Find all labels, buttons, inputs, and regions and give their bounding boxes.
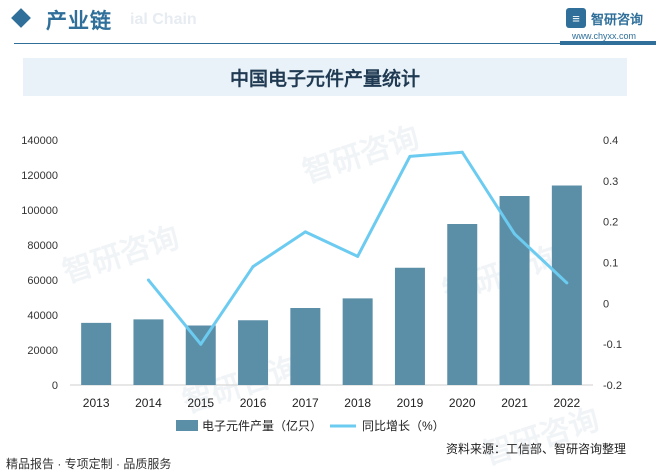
- bar: [342, 298, 373, 385]
- y-right-tick-label: 0.4: [603, 135, 618, 147]
- y-right-tick-label: -0.2: [603, 380, 622, 392]
- x-tick-label: 2020: [449, 396, 476, 410]
- y-left-tick-label: 60000: [27, 275, 58, 287]
- growth-rate-point: [356, 254, 360, 258]
- bar: [133, 319, 164, 385]
- bar: [185, 325, 216, 385]
- y-right-tick-label: 0.3: [603, 176, 618, 188]
- x-tick-label: 2013: [83, 396, 110, 410]
- bar: [238, 320, 269, 385]
- brand-logo: ≡ 智研咨询: [566, 8, 643, 28]
- y-left-tick-label: 140000: [21, 135, 58, 147]
- section-title: 产业链: [46, 10, 112, 33]
- source-note: 资料来源：工信部、智研咨询整理: [446, 442, 627, 456]
- growth-rate-point: [460, 150, 464, 154]
- x-tick-label: 2016: [240, 396, 267, 410]
- y-left-tick-label: 80000: [27, 240, 58, 252]
- growth-rate-point: [408, 154, 412, 158]
- logo-name: 智研咨询: [591, 11, 644, 27]
- y-right-tick-label: 0.2: [603, 217, 618, 229]
- bar: [551, 185, 582, 385]
- header-divider: [14, 43, 648, 44]
- x-tick-label: 2018: [344, 396, 371, 410]
- x-tick-label: 2022: [553, 396, 580, 410]
- growth-rate-point: [199, 342, 203, 346]
- bar: [499, 196, 530, 385]
- y-right-tick-label: 0: [603, 298, 609, 310]
- bar: [447, 224, 478, 385]
- growth-rate-point: [303, 230, 307, 234]
- legend-bar-swatch: [176, 420, 198, 431]
- footer-bar: 精品报告 · 专项定制 · 品质服务: [0, 452, 656, 474]
- y-left-tick-label: 100000: [21, 205, 58, 217]
- header-watermark: ial Chain: [130, 11, 197, 28]
- growth-rate-point: [146, 278, 150, 282]
- bar: [81, 322, 112, 385]
- x-tick-label: 2015: [187, 396, 214, 410]
- x-tick-label: 2021: [501, 396, 528, 410]
- site-url: www.chyxx.com: [572, 31, 637, 41]
- legend-bar-label: 电子元件产量（亿只）: [202, 418, 322, 433]
- y-left-tick-label: 0: [52, 380, 58, 392]
- bar: [394, 267, 425, 385]
- x-tick-label: 2019: [397, 396, 424, 410]
- logo-icon: ≡: [566, 8, 586, 28]
- legend-line-label: 同比增长（%）: [362, 419, 445, 433]
- chart-title-band: 中国电子元件产量统计: [23, 58, 627, 96]
- y-left-tick-label: 120000: [21, 170, 58, 182]
- bar: [290, 308, 321, 385]
- y-right-tick-label: 0.1: [603, 258, 618, 270]
- footer-tagline: 精品报告 · 专项定制 · 品质服务: [6, 457, 172, 471]
- y-left-tick-label: 20000: [27, 345, 58, 357]
- header-divider-accent: [560, 41, 656, 45]
- y-right-tick-label: -0.1: [603, 339, 622, 351]
- y-left-tick-label: 40000: [27, 310, 58, 322]
- chart-title: 中国电子元件产量统计: [229, 69, 420, 90]
- growth-rate-point: [513, 232, 517, 236]
- page-header: 产业链 ial Chain ≡ 智研咨询 www.chyxx.com: [0, 0, 656, 44]
- growth-rate-point: [251, 265, 255, 269]
- growth-rate-point: [565, 281, 569, 285]
- x-tick-label: 2017: [292, 396, 319, 410]
- x-tick-label: 2014: [135, 396, 162, 410]
